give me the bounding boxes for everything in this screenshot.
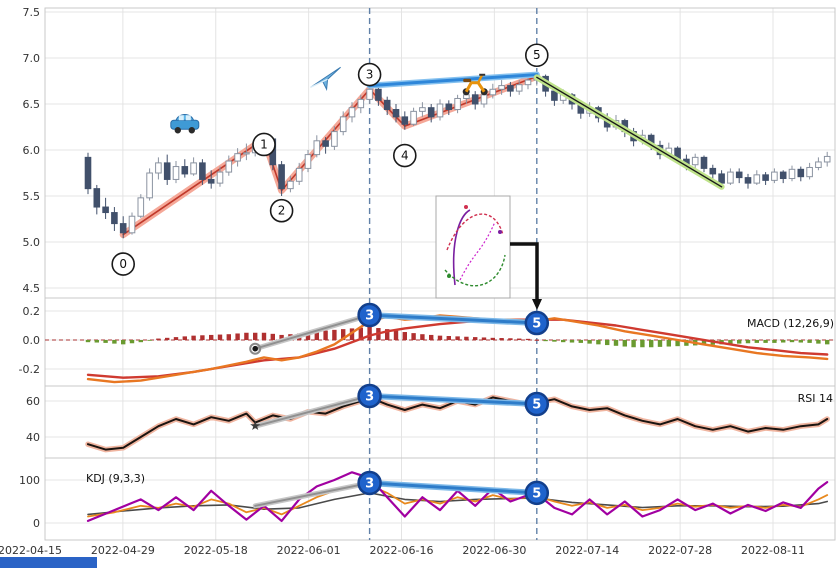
svg-text:3: 3 [365, 309, 374, 324]
wave-number-circles: 0 1 2 3 4 5 [111, 43, 549, 276]
svg-text:2022-04-29: 2022-04-29 [91, 544, 155, 557]
svg-text:-0.2: -0.2 [19, 363, 40, 376]
price-trend-lines [366, 71, 725, 190]
svg-text:2: 2 [278, 204, 286, 218]
kdj-indicator-label: KDJ (9,3,3) [86, 472, 145, 485]
svg-text:7.5: 7.5 [23, 6, 41, 19]
macd-indicator-label: MACD (12,26,9) [746, 317, 834, 330]
scooter-icon [462, 73, 488, 96]
rsi-annotations: ★ 3 5 [249, 383, 550, 434]
svg-text:5: 5 [532, 398, 541, 413]
airplane-icon [310, 66, 341, 92]
svg-text:100: 100 [19, 474, 40, 487]
annotation-circle-5: 5 [524, 391, 550, 417]
svg-text:5.0: 5.0 [23, 236, 41, 249]
annotation-circle-5: 5 [524, 310, 550, 336]
svg-text:5.5: 5.5 [23, 190, 41, 203]
star-marker-icon: ★ [249, 419, 261, 434]
svg-text:1: 1 [260, 137, 268, 151]
svg-text:6.0: 6.0 [23, 144, 41, 157]
rsi-panel [85, 394, 830, 453]
wave-circle-0: 0 [111, 252, 135, 276]
svg-text:0.0: 0.0 [23, 334, 41, 347]
svg-text:4.5: 4.5 [23, 282, 41, 295]
svg-text:5: 5 [532, 486, 541, 501]
svg-text:60: 60 [26, 395, 40, 408]
macd-panel [45, 314, 835, 384]
svg-text:0: 0 [119, 257, 127, 271]
svg-text:2022-04-15: 2022-04-15 [0, 544, 62, 557]
svg-text:0: 0 [33, 517, 40, 530]
bottom-blue-bar [0, 557, 97, 568]
inset-arrow-icon [510, 242, 542, 310]
svg-text:0.2: 0.2 [23, 305, 41, 318]
annotation-circle-3: 3 [357, 383, 382, 409]
svg-text:2022-06-30: 2022-06-30 [462, 544, 526, 557]
kdj-panel [86, 471, 829, 523]
svg-text:2022-05-18: 2022-05-18 [184, 544, 248, 557]
inset-figure [435, 195, 511, 299]
svg-text:2022-07-14: 2022-07-14 [555, 544, 619, 557]
macd-histogram [85, 326, 830, 348]
svg-text:5: 5 [532, 317, 541, 332]
svg-text:40: 40 [26, 431, 40, 444]
annotation-circle-3: 3 [357, 302, 382, 328]
svg-text:2022-07-28: 2022-07-28 [648, 544, 712, 557]
grid [44, 7, 836, 541]
svg-text:5: 5 [533, 48, 541, 62]
svg-text:2022-08-11: 2022-08-11 [741, 544, 805, 557]
annotation-circle-5: 5 [524, 480, 550, 506]
svg-text:2022-06-16: 2022-06-16 [370, 544, 434, 557]
rsi-indicator-label: RSI 14 [797, 392, 833, 405]
kdj-k-line [87, 484, 829, 518]
svg-text:7.0: 7.0 [23, 52, 41, 65]
macd-annotations: 35 [249, 302, 550, 355]
svg-text:3: 3 [365, 477, 374, 492]
axis-labels: 7.57.06.56.05.55.04.50.20.0-0.2604010002… [0, 6, 805, 557]
dot-marker-icon [249, 342, 262, 355]
wave-circle-3: 3 [357, 62, 382, 87]
wave-circle-2: 2 [269, 198, 294, 223]
svg-text:3: 3 [366, 68, 374, 82]
wave-circle-1: 1 [252, 132, 276, 157]
annotation-circle-3: 3 [357, 470, 382, 496]
svg-text:6.5: 6.5 [23, 98, 41, 111]
rsi-glow [85, 394, 830, 453]
wave-circle-4: 4 [392, 143, 417, 168]
car-icon [170, 113, 200, 134]
svg-text:3: 3 [365, 389, 374, 404]
kdj-j-line [86, 471, 829, 523]
kdj-annotations: 35 [252, 470, 550, 509]
svg-text:2022-06-01: 2022-06-01 [277, 544, 341, 557]
wave-circle-5: 5 [524, 43, 549, 68]
macd-dif-line [86, 314, 829, 384]
svg-text:4: 4 [401, 149, 409, 163]
